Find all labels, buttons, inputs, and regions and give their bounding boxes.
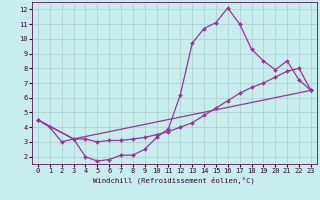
X-axis label: Windchill (Refroidissement éolien,°C): Windchill (Refroidissement éolien,°C) — [93, 177, 255, 184]
